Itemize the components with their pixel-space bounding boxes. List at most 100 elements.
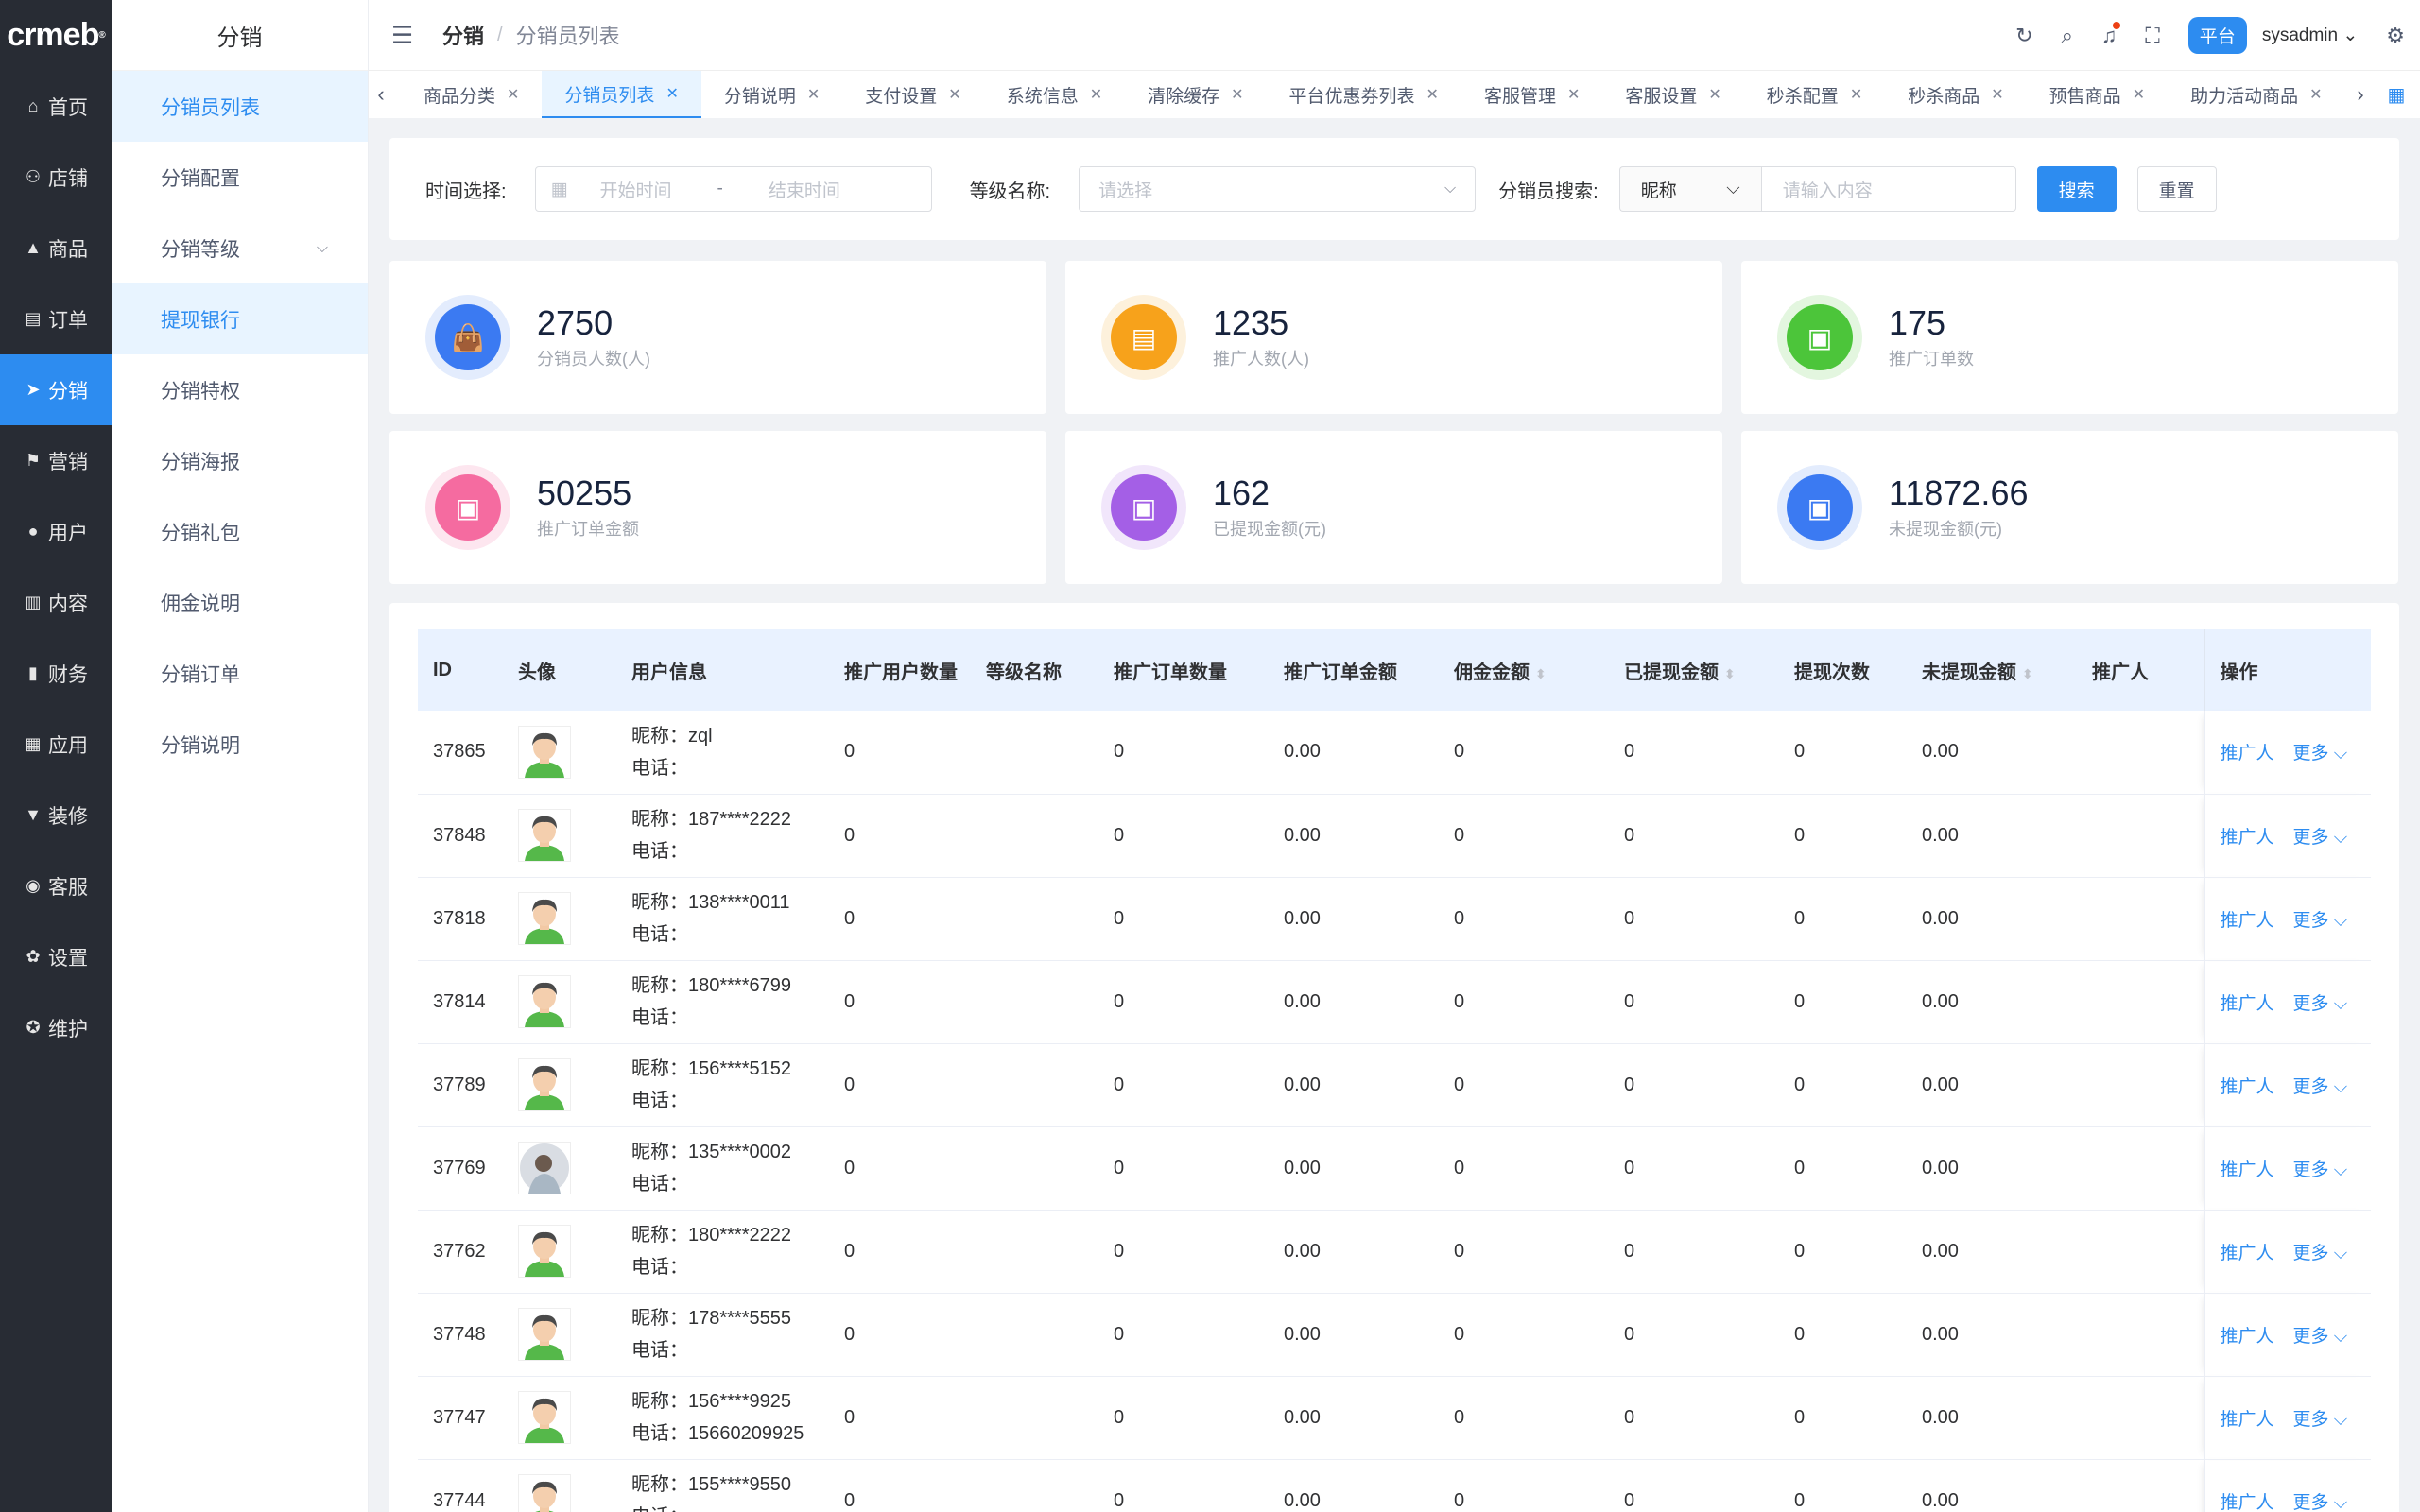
nav-item-4[interactable]: ➤ 分销 bbox=[0, 354, 112, 425]
more-dropdown[interactable]: 更多 ⌵ bbox=[2293, 828, 2348, 848]
keyword-input[interactable]: 请输入内容 bbox=[1760, 166, 2016, 212]
more-dropdown[interactable]: 更多 ⌵ bbox=[2293, 1493, 2348, 1512]
nav-item-9[interactable]: ▦ 应用 bbox=[0, 709, 112, 780]
close-icon[interactable]: ✕ bbox=[2132, 87, 2146, 103]
promoter-link[interactable]: 推广人 bbox=[2220, 744, 2274, 765]
breadcrumb-root[interactable]: 分销 bbox=[442, 25, 485, 48]
close-icon[interactable]: ✕ bbox=[1708, 87, 1721, 103]
level-select[interactable]: 请选择 ⌵ bbox=[1079, 166, 1477, 212]
logo[interactable]: crmeb ® bbox=[0, 0, 112, 71]
more-dropdown[interactable]: 更多 ⌵ bbox=[2293, 1077, 2348, 1097]
nav-item-2[interactable]: ▲ 商品 bbox=[0, 213, 112, 284]
nav-item-3[interactable]: ▤ 订单 bbox=[0, 284, 112, 354]
platform-badge[interactable]: 平台 bbox=[2187, 17, 2247, 54]
tabs-grid-icon[interactable]: ▦ bbox=[2387, 84, 2406, 106]
avatar[interactable] bbox=[518, 1225, 571, 1278]
more-dropdown[interactable]: 更多 ⌵ bbox=[2293, 744, 2348, 764]
promoter-link[interactable]: 推广人 bbox=[2220, 1076, 2274, 1097]
tabs-scroll-right-icon[interactable]: › bbox=[2357, 82, 2364, 106]
date-range-picker[interactable]: ▦ 开始时间 - 结束时间 bbox=[534, 166, 932, 212]
search-type-select[interactable]: 昵称 ⌵ bbox=[1618, 166, 1761, 212]
tab-5[interactable]: 清除缓存 ✕ bbox=[1125, 71, 1266, 118]
reset-button[interactable]: 重置 bbox=[2136, 166, 2217, 212]
submenu-item-1[interactable]: 分销配置 bbox=[112, 142, 368, 213]
fullscreen-icon[interactable]: ⛶ bbox=[2145, 23, 2160, 47]
column-header[interactable]: 已提现金额 ⬍ bbox=[1609, 629, 1779, 711]
nav-item-6[interactable]: ● 用户 bbox=[0, 496, 112, 567]
nav-item-7[interactable]: ▥ 内容 bbox=[0, 567, 112, 638]
gear-icon[interactable]: ⚙ bbox=[2386, 23, 2405, 47]
close-icon[interactable]: ✕ bbox=[666, 86, 679, 102]
promoter-link[interactable]: 推广人 bbox=[2220, 910, 2274, 931]
more-dropdown[interactable]: 更多 ⌵ bbox=[2293, 1244, 2348, 1263]
close-icon[interactable]: ✕ bbox=[1849, 87, 1863, 103]
close-icon[interactable]: ✕ bbox=[948, 87, 961, 103]
submenu-item-2[interactable]: 分销等级 ⌵ bbox=[112, 213, 368, 284]
tab-9[interactable]: 秒杀配置 ✕ bbox=[1744, 71, 1885, 118]
submenu-item-9[interactable]: 分销说明 bbox=[112, 709, 368, 780]
more-dropdown[interactable]: 更多 ⌵ bbox=[2293, 1160, 2348, 1180]
close-icon[interactable]: ✕ bbox=[1991, 87, 2004, 103]
close-icon[interactable]: ✕ bbox=[1566, 87, 1581, 103]
nav-item-0[interactable]: ⌂ 首页 bbox=[0, 71, 112, 142]
avatar[interactable] bbox=[518, 1142, 571, 1194]
submenu-item-5[interactable]: 分销海报 bbox=[112, 425, 368, 496]
submenu-item-8[interactable]: 分销订单 bbox=[112, 638, 368, 709]
avatar[interactable] bbox=[518, 975, 571, 1028]
tab-12[interactable]: 助力活动商品 ✕ bbox=[2168, 71, 2344, 118]
search-button[interactable]: 搜索 bbox=[2036, 166, 2117, 212]
avatar[interactable] bbox=[518, 809, 571, 862]
sort-icon[interactable]: ⬍ bbox=[2022, 665, 2033, 681]
refresh-icon[interactable]: ↻ bbox=[2015, 23, 2033, 47]
tab-6[interactable]: 平台优惠券列表 ✕ bbox=[1267, 71, 1461, 118]
tab-1[interactable]: 分销员列表 ✕ bbox=[542, 71, 701, 118]
avatar[interactable] bbox=[518, 1474, 571, 1512]
menu-toggle-icon[interactable]: ☰ bbox=[391, 20, 414, 49]
promoter-link[interactable]: 推广人 bbox=[2220, 1243, 2274, 1263]
nav-item-13[interactable]: ✪ 维护 bbox=[0, 992, 112, 1063]
user-menu[interactable]: sysadmin ⌄ bbox=[2262, 25, 2358, 46]
more-dropdown[interactable]: 更多 ⌵ bbox=[2293, 1327, 2348, 1347]
close-icon[interactable]: ✕ bbox=[1089, 87, 1103, 103]
promoter-link[interactable]: 推广人 bbox=[2220, 1409, 2274, 1430]
submenu-item-7[interactable]: 佣金说明 bbox=[112, 567, 368, 638]
close-icon[interactable]: ✕ bbox=[1231, 87, 1244, 103]
tab-8[interactable]: 客服设置 ✕ bbox=[1602, 71, 1743, 118]
tab-4[interactable]: 系统信息 ✕ bbox=[984, 71, 1125, 118]
promoter-link[interactable]: 推广人 bbox=[2220, 1492, 2274, 1512]
nav-item-1[interactable]: ⚇ 店铺 bbox=[0, 142, 112, 213]
nav-item-5[interactable]: ⚑ 营销 bbox=[0, 425, 112, 496]
promoter-link[interactable]: 推广人 bbox=[2220, 1326, 2274, 1347]
avatar[interactable] bbox=[518, 1058, 571, 1111]
close-icon[interactable]: ✕ bbox=[2309, 87, 2323, 103]
close-icon[interactable]: ✕ bbox=[1426, 87, 1439, 103]
tab-10[interactable]: 秒杀商品 ✕ bbox=[1885, 71, 2026, 118]
tab-2[interactable]: 分销说明 ✕ bbox=[701, 71, 842, 118]
submenu-item-4[interactable]: 分销特权 bbox=[112, 354, 368, 425]
nav-item-11[interactable]: ◉ 客服 bbox=[0, 850, 112, 921]
tab-3[interactable]: 支付设置 ✕ bbox=[842, 71, 983, 118]
avatar[interactable] bbox=[518, 1391, 571, 1444]
close-icon[interactable]: ✕ bbox=[806, 87, 821, 103]
column-header[interactable]: 未提现金额 ⬍ bbox=[1907, 629, 2077, 711]
promoter-link[interactable]: 推广人 bbox=[2220, 827, 2274, 848]
more-dropdown[interactable]: 更多 ⌵ bbox=[2293, 994, 2348, 1014]
more-dropdown[interactable]: 更多 ⌵ bbox=[2293, 911, 2348, 931]
start-time-input[interactable]: 开始时间 bbox=[599, 180, 672, 201]
tabs-scroll-left-icon[interactable]: ‹ bbox=[377, 82, 385, 106]
promoter-link[interactable]: 推广人 bbox=[2220, 1160, 2274, 1180]
promoter-link[interactable]: 推广人 bbox=[2220, 993, 2274, 1014]
submenu-item-6[interactable]: 分销礼包 bbox=[112, 496, 368, 567]
nav-item-10[interactable]: ▼ 装修 bbox=[0, 780, 112, 850]
column-header[interactable]: 佣金金额 ⬍ bbox=[1439, 629, 1609, 711]
end-time-input[interactable]: 结束时间 bbox=[768, 180, 840, 201]
tab-0[interactable]: 商品分类 ✕ bbox=[401, 71, 542, 118]
submenu-item-0[interactable]: 分销员列表 bbox=[112, 71, 368, 142]
submenu-item-3[interactable]: 提现银行 bbox=[112, 284, 368, 354]
bell-icon[interactable]: ♫ bbox=[2101, 21, 2121, 48]
avatar[interactable] bbox=[518, 892, 571, 945]
avatar[interactable] bbox=[518, 1308, 571, 1361]
avatar[interactable] bbox=[518, 725, 571, 779]
sort-icon[interactable]: ⬍ bbox=[1724, 665, 1736, 681]
search-icon[interactable]: ⌕ bbox=[2061, 23, 2073, 47]
